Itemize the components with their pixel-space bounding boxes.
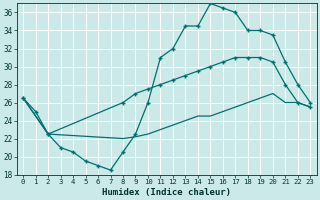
X-axis label: Humidex (Indice chaleur): Humidex (Indice chaleur) xyxy=(102,188,231,197)
